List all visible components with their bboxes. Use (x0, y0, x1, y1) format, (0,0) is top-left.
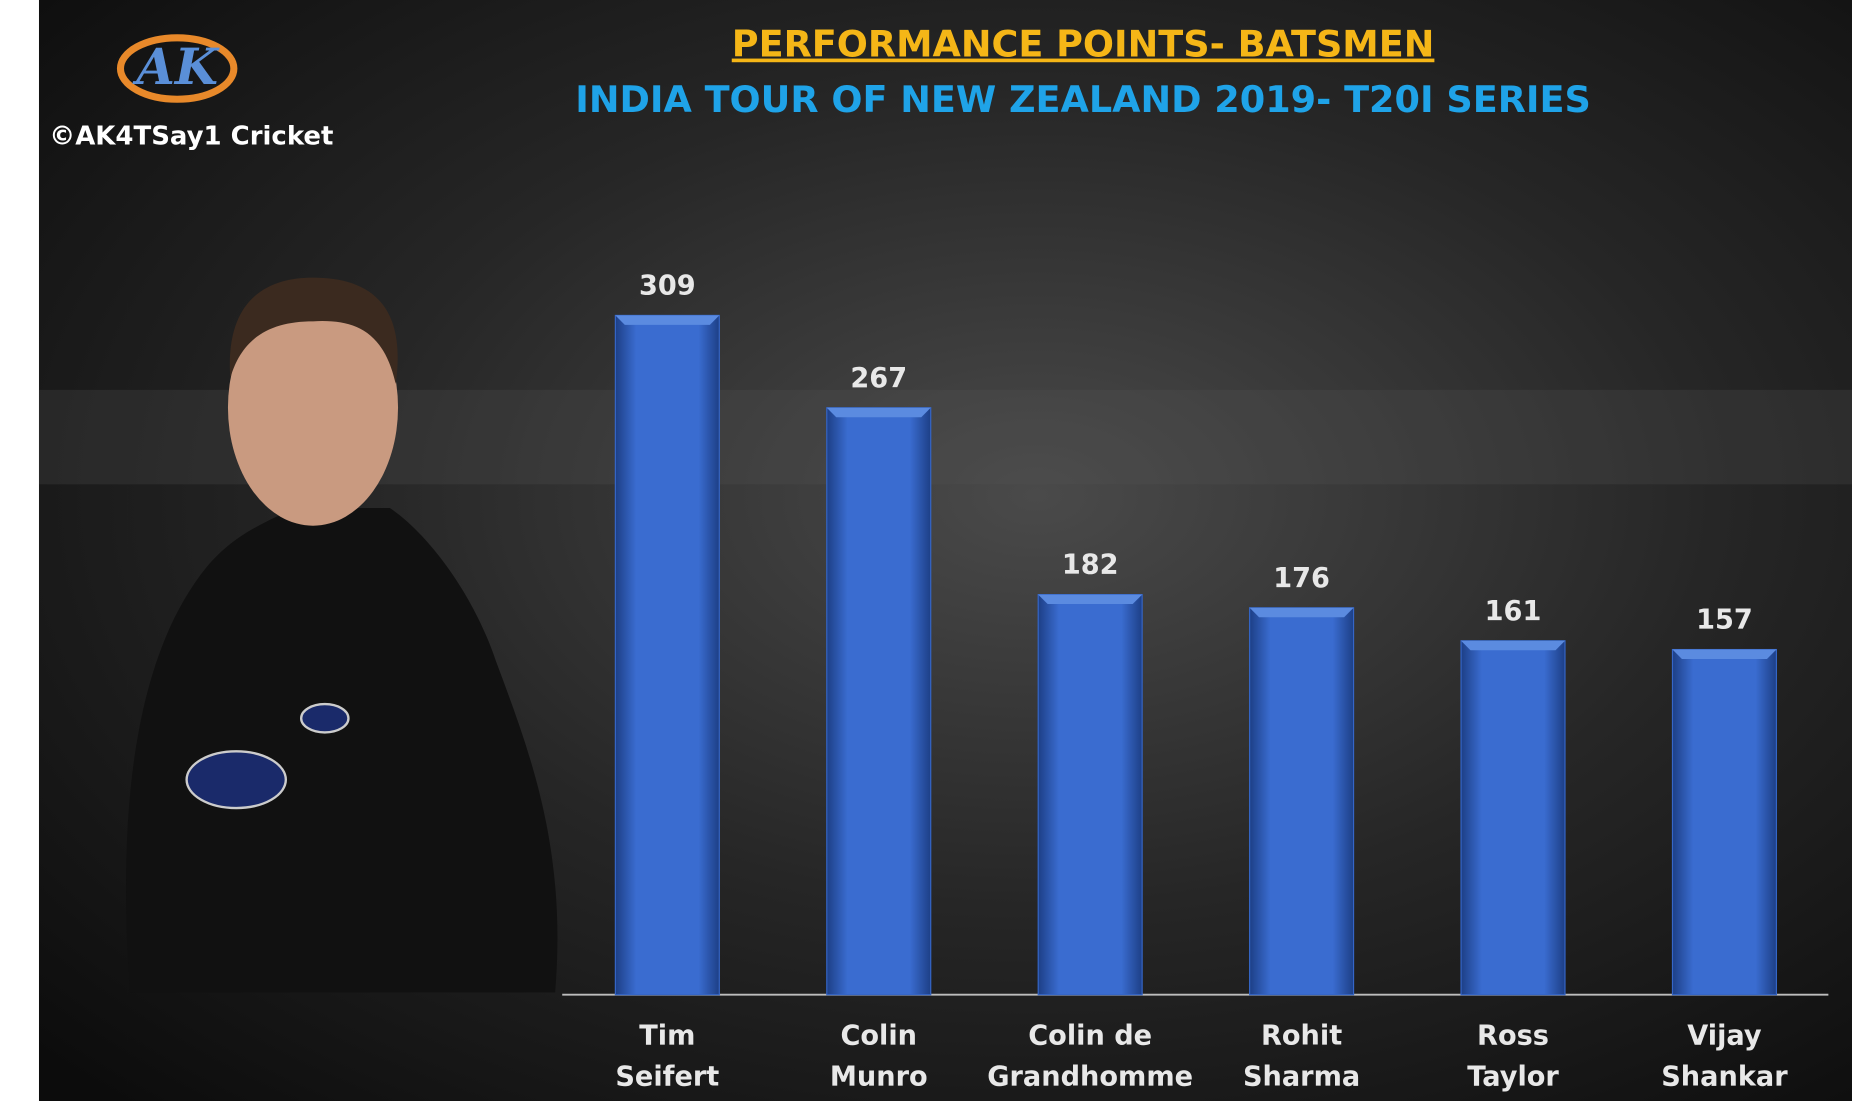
value-label: 176 (1273, 563, 1330, 594)
bar (1671, 648, 1777, 996)
x-tick-label: Colin Munro (829, 1020, 928, 1093)
player-photo (125, 277, 558, 993)
bar (826, 407, 932, 996)
value-label: 157 (1696, 605, 1753, 636)
logo-mark: AK (132, 37, 219, 96)
chart-title: PERFORMANCE POINTS- BATSMEN (732, 23, 1435, 66)
logo-credit: ©AK4TSay1 Cricket (49, 122, 333, 152)
bar-bevel (1672, 649, 1777, 660)
bar-bevel (1038, 594, 1143, 605)
bar (1460, 640, 1566, 996)
x-tick-label: Ross Taylor (1467, 1020, 1559, 1093)
logo-swoosh (116, 34, 238, 103)
x-tick-label: Colin de Grandhomme (987, 1020, 1194, 1093)
value-label: 267 (850, 363, 907, 394)
bar-bevel (1249, 607, 1354, 618)
x-tick-label: Tim Seifert (615, 1020, 720, 1093)
value-label: 161 (1485, 596, 1542, 627)
x-tick-label: Vijay Shankar (1661, 1020, 1788, 1093)
bar-bevel (826, 407, 931, 418)
bar (614, 314, 720, 996)
bar (1249, 607, 1355, 996)
bar-bevel (1461, 640, 1565, 651)
value-label: 309 (639, 271, 696, 302)
bar (1037, 594, 1143, 996)
value-label: 182 (1062, 550, 1119, 581)
bar-bevel (615, 315, 720, 325)
x-tick-label: Rohit Sharma (1242, 1020, 1361, 1093)
logo: AK ©AK4TSay1 Cricket (49, 34, 333, 152)
chart-subtitle: INDIA TOUR OF NEW ZEALAND 2019- T20I SER… (575, 78, 1591, 121)
